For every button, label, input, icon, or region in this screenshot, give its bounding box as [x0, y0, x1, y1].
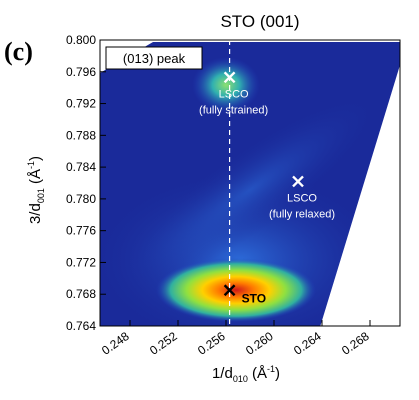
y-tick-label: 0.768 — [66, 287, 96, 301]
y-tick-label: 0.772 — [66, 255, 96, 269]
plot-frame — [99, 39, 401, 327]
lsco-strained-peak — [192, 57, 260, 113]
y-axis-label: 3/d001 (Å-1) — [26, 156, 46, 224]
marker-cross — [223, 284, 236, 297]
peak-marker: STO — [223, 284, 266, 305]
legend-text: (013) peak — [123, 51, 186, 66]
peak-marker: LSCO (fully strained) — [199, 71, 268, 116]
x-tick-label: 0.260 — [243, 329, 276, 358]
diffuse-streak — [116, 92, 384, 288]
marker-label: LSCO — [287, 192, 317, 204]
marker-sublabel: (fully relaxed) — [269, 208, 335, 220]
sto-peak-glow — [156, 258, 316, 322]
legend-box: (013) peak — [105, 46, 203, 70]
y-tick-label: 0.788 — [66, 128, 96, 142]
y-tick-label: 0.800 — [66, 33, 96, 47]
heatmap-area — [100, 42, 400, 326]
x-tick-label: 0.264 — [291, 329, 324, 358]
marker-label: STO — [242, 291, 266, 305]
x-tick-label: 0.248 — [99, 329, 132, 358]
x-tick-label: 0.256 — [195, 329, 228, 358]
y-axis: 0.764 0.768 0.772 0.776 0.780 0.784 0.788 0.792… — [66, 33, 106, 333]
y-tick-label: 0.764 — [66, 319, 96, 333]
marker-sublabel: (fully strained) — [199, 104, 268, 116]
y-tick-label: 0.792 — [66, 97, 96, 111]
panel-label: (c) — [4, 37, 33, 66]
x-tick-label: 0.268 — [339, 329, 372, 358]
markers: LSCO (fully strained) LSCO (fully relaxed) S… — [199, 71, 335, 305]
x-axis-label: 1/d010 (Å-1) — [212, 364, 280, 384]
marker-label: LSCO — [219, 88, 249, 100]
y-tick-label: 0.796 — [66, 65, 96, 79]
peak-marker: LSCO (fully relaxed) — [269, 175, 335, 220]
y-tick-label: 0.776 — [66, 224, 96, 238]
x-tick-label: 0.252 — [147, 329, 180, 358]
y-tick-label: 0.780 — [66, 192, 96, 206]
y-tick-label: 0.784 — [66, 160, 96, 174]
chart-title: STO (001) — [220, 12, 299, 31]
marker-cross — [223, 71, 236, 84]
marker-cross — [292, 175, 304, 188]
